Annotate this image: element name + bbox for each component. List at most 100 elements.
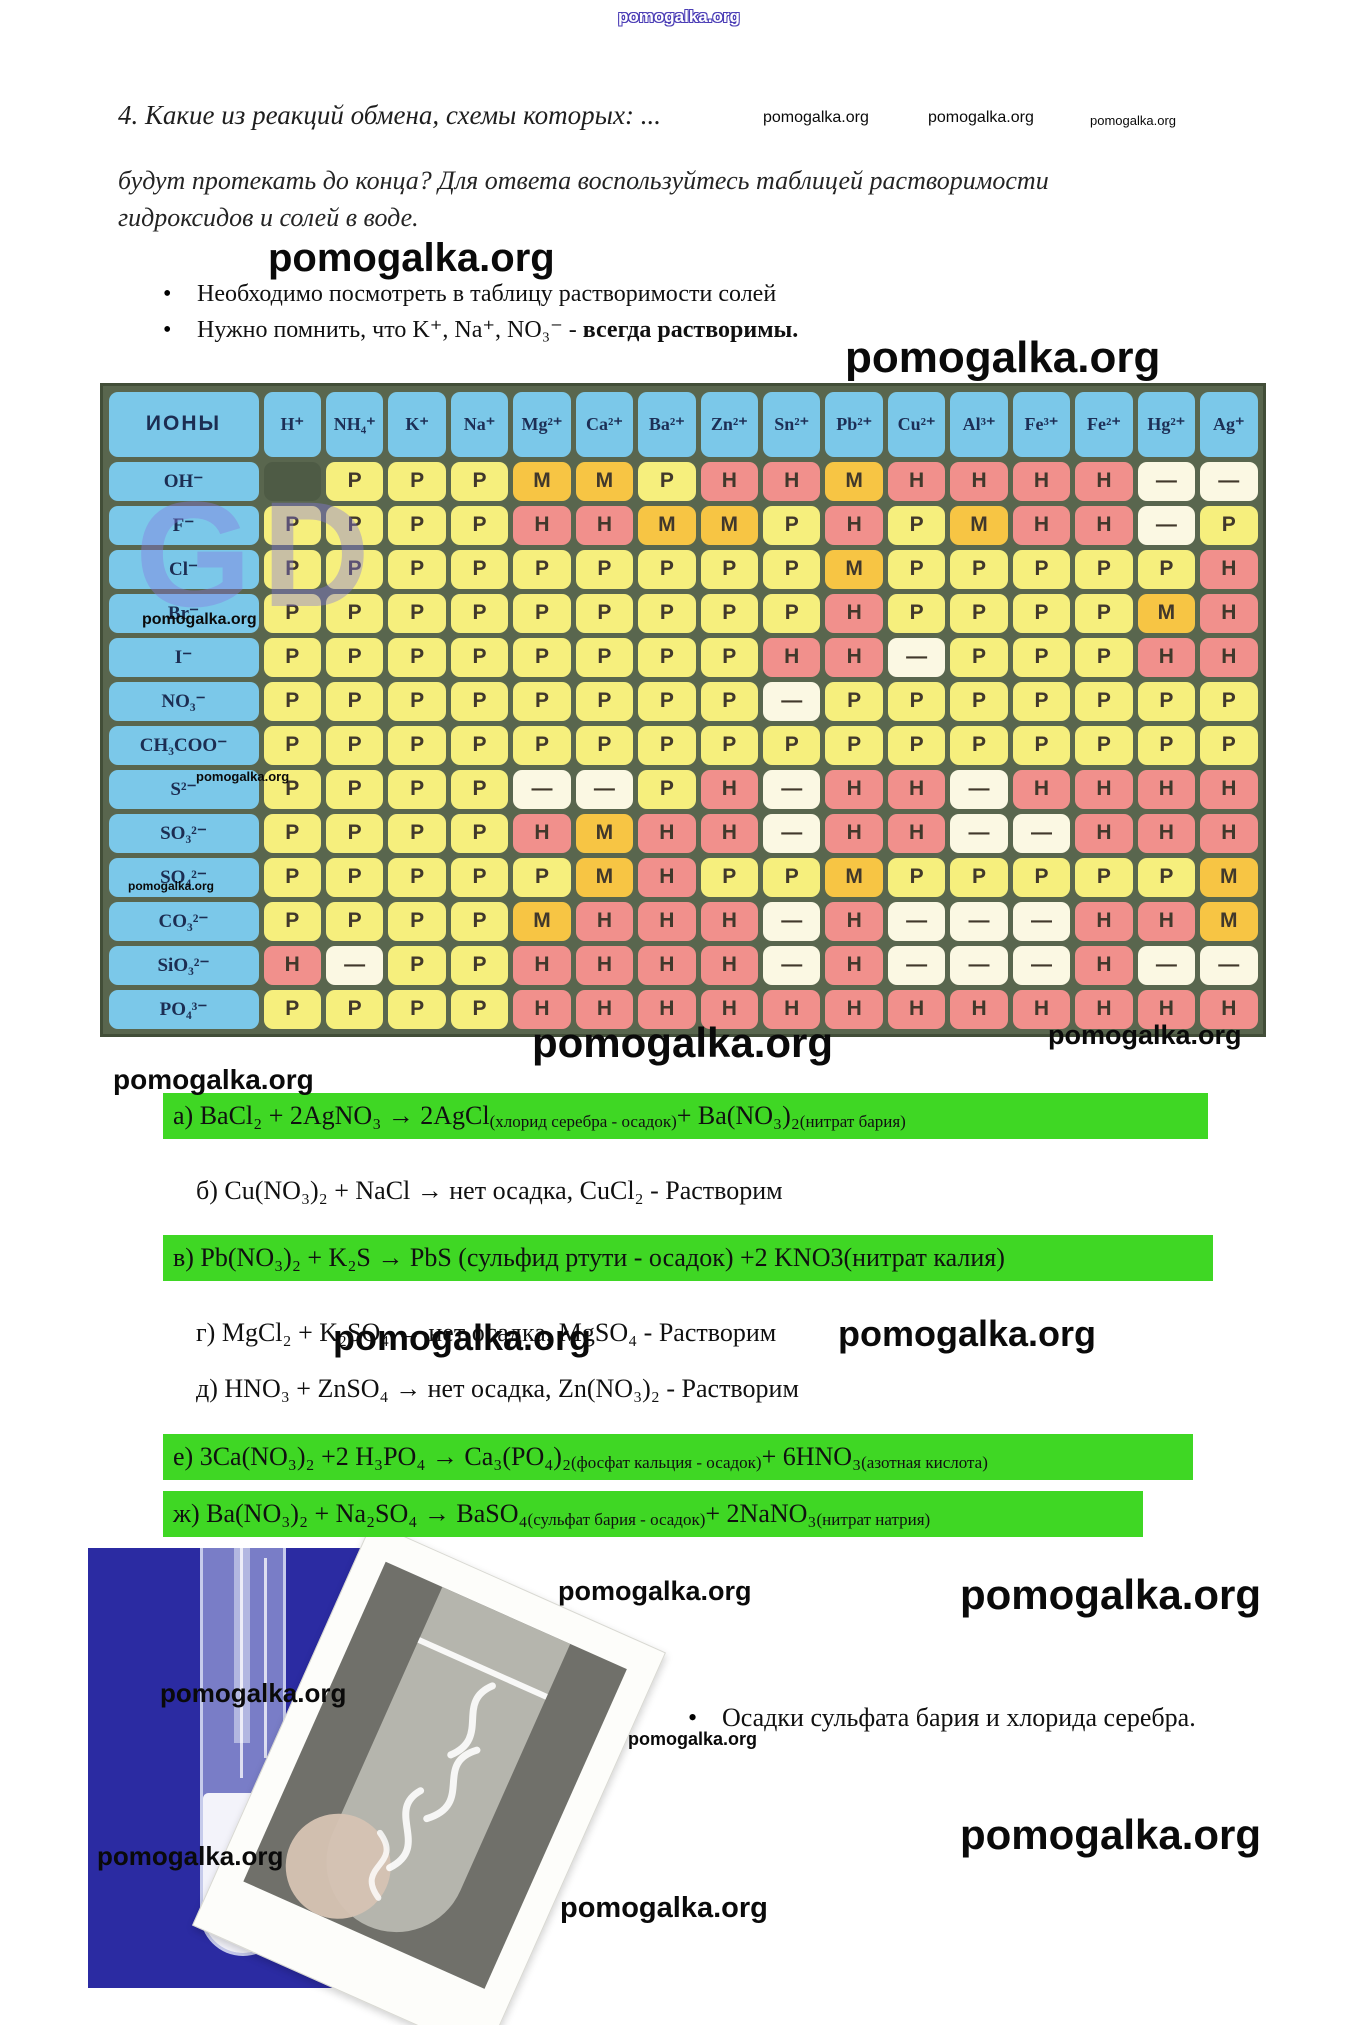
solubility-cell: Р (1075, 681, 1133, 721)
reaction-line-а: а) BaCl₂ + 2AgNO₃ → 2AgCl (хлорид серебр… (163, 1093, 1208, 1139)
solubility-cell: Р (325, 461, 384, 501)
reaction-line-г: г) MgCl₂ + K₂SO₄ → нет осадка, MgSO₄ - Р… (196, 1310, 776, 1356)
solubility-cell: — (763, 945, 821, 985)
glass-highlight (240, 1548, 243, 1778)
solubility-cell: Р (388, 901, 446, 941)
solubility-cell: Р (1075, 725, 1133, 765)
solubility-cell: Р (513, 593, 571, 633)
solubility-cell: Р (638, 725, 696, 765)
solubility-cell: Р (1012, 857, 1071, 897)
cation-header: Pb²⁺ (825, 391, 883, 457)
watermark-text: pomogalka.org (532, 1019, 834, 1066)
solubility-cell: М (700, 505, 758, 545)
reaction-formula: е) 3Ca(NO₃)₂ +2 H₃PO₄ → Ca₃(PO₄)₂ (173, 1442, 572, 1471)
solubility-cell: Н (1075, 945, 1133, 985)
solubility-cell: Р (1137, 681, 1196, 721)
solubility-cell: — (763, 769, 821, 809)
watermark-text: pomogalka.org (97, 1841, 284, 1871)
solubility-cell: Р (263, 857, 321, 897)
solubility-cell: Р (388, 637, 446, 677)
solubility-cell: М (1200, 901, 1258, 941)
reaction-formula: г) MgCl₂ + K₂SO₄ → нет осадка, MgSO₄ - Р… (196, 1318, 777, 1347)
solubility-cell: Н (887, 461, 946, 501)
table-row: Br⁻ Р Р Р Р Р Р Р Р Р Н Р Р Р Р М Н (106, 591, 1260, 635)
solubility-cell: Р (887, 549, 946, 589)
solubility-cell: Н (1200, 769, 1258, 809)
reaction-annotation: (фосфат кальция - осадок) (571, 1453, 762, 1472)
solubility-cell: Р (450, 989, 509, 1029)
solubility-cell: Р (763, 505, 821, 545)
solubility-cell: Р (325, 813, 384, 853)
solubility-cell: Р (1075, 549, 1133, 589)
solubility-cell: Р (1200, 505, 1258, 545)
anion-label: OH⁻ (108, 461, 259, 501)
solubility-cell: Р (1012, 549, 1071, 589)
caption-text: Осадки сульфата бария и хлорида серебра. (722, 1703, 1196, 1732)
solubility-cell: Н (887, 989, 946, 1029)
solubility-cell: Р (950, 549, 1008, 589)
solubility-cell: Н (1075, 505, 1133, 545)
cation-header: Sn²⁺ (763, 391, 821, 457)
cation-header: Fe²⁺ (1075, 391, 1133, 457)
watermark-text: pomogalka.org (838, 1313, 1097, 1354)
table-row: F⁻ Р Р Р Р Н Н М М Р Н Р М Н Н — Р (106, 503, 1260, 547)
solubility-cell: Р (575, 593, 634, 633)
anion-label: SO₄²⁻ (108, 857, 259, 897)
cation-header: Cu²⁺ (887, 391, 946, 457)
reaction-line-ж: ж) Ba(NO₃)₂ + Na₂SO₄ → BaSO₄ (сульфат бар… (163, 1491, 1143, 1537)
solubility-cell: Н (1200, 637, 1258, 677)
solubility-cell: Н (263, 945, 321, 985)
solubility-cell: Н (1137, 989, 1196, 1029)
cation-header: Fe³⁺ (1012, 391, 1071, 457)
solubility-cell: Н (638, 857, 696, 897)
solubility-cell: Н (763, 989, 821, 1029)
cation-header: H⁺ (263, 391, 321, 457)
watermark-text: pomogalka.org (1090, 113, 1176, 128)
solubility-cell: — (1137, 505, 1196, 545)
anion-label: SO₃²⁻ (108, 813, 259, 853)
solubility-cell: Н (1075, 769, 1133, 809)
cation-header: Ca²⁺ (575, 391, 634, 457)
solubility-cell: — (763, 901, 821, 941)
solubility-cell: Р (388, 857, 446, 897)
reaction-formula: ж) Ba(NO₃)₂ + Na₂SO₄ → BaSO₄ (173, 1499, 528, 1528)
solubility-cell: Р (1075, 637, 1133, 677)
solubility-cell: Р (388, 549, 446, 589)
solubility-cell: Н (825, 945, 883, 985)
solubility-cell: — (887, 901, 946, 941)
solubility-cell: Н (513, 989, 571, 1029)
solubility-cell: Р (263, 813, 321, 853)
solubility-cell: — (575, 769, 634, 809)
solubility-cell: Р (763, 857, 821, 897)
solubility-cell: Р (575, 681, 634, 721)
anion-label: F⁻ (108, 505, 259, 545)
solubility-cell: Н (825, 901, 883, 941)
solubility-cell: Р (1200, 725, 1258, 765)
solubility-cell: Р (325, 549, 384, 589)
solubility-cell: Р (513, 857, 571, 897)
reaction-formula: + Ba(NO₃)₂ (676, 1101, 800, 1130)
solubility-cell: Р (950, 681, 1008, 721)
solubility-cell: Н (825, 769, 883, 809)
cation-header: Na⁺ (450, 391, 509, 457)
solubility-cell: Р (450, 593, 509, 633)
solubility-cell: — (950, 901, 1008, 941)
solubility-cell: Р (263, 637, 321, 677)
solubility-cell: Р (763, 593, 821, 633)
solubility-cell: Р (325, 681, 384, 721)
solubility-cell: Р (263, 681, 321, 721)
solubility-cell: Н (825, 637, 883, 677)
bullet-icon: • (688, 1703, 698, 1732)
table-header-row: ИОНЫ H⁺ NH₄⁺ K⁺ Na⁺ Mg²⁺ Ca²⁺ Ba²⁺ Zn²⁺ Sn²⁺ Pb²⁺ C… (106, 389, 1260, 459)
watermark-text: pomogalka.org (558, 1576, 752, 1606)
solubility-cell: Н (1012, 505, 1071, 545)
solubility-cell: Р (263, 725, 321, 765)
table-row: SiO₃²⁻ Н — Р Р Н Н Н Н — Н — — — Н — — (106, 943, 1260, 987)
solubility-cell: Н (1012, 461, 1071, 501)
solubility-cell: Н (887, 769, 946, 809)
reaction-formula: + 2NaNO₃ (705, 1499, 817, 1528)
solubility-cell: Р (1137, 725, 1196, 765)
solubility-cell: — (1200, 461, 1258, 501)
solubility-cell: Р (887, 725, 946, 765)
